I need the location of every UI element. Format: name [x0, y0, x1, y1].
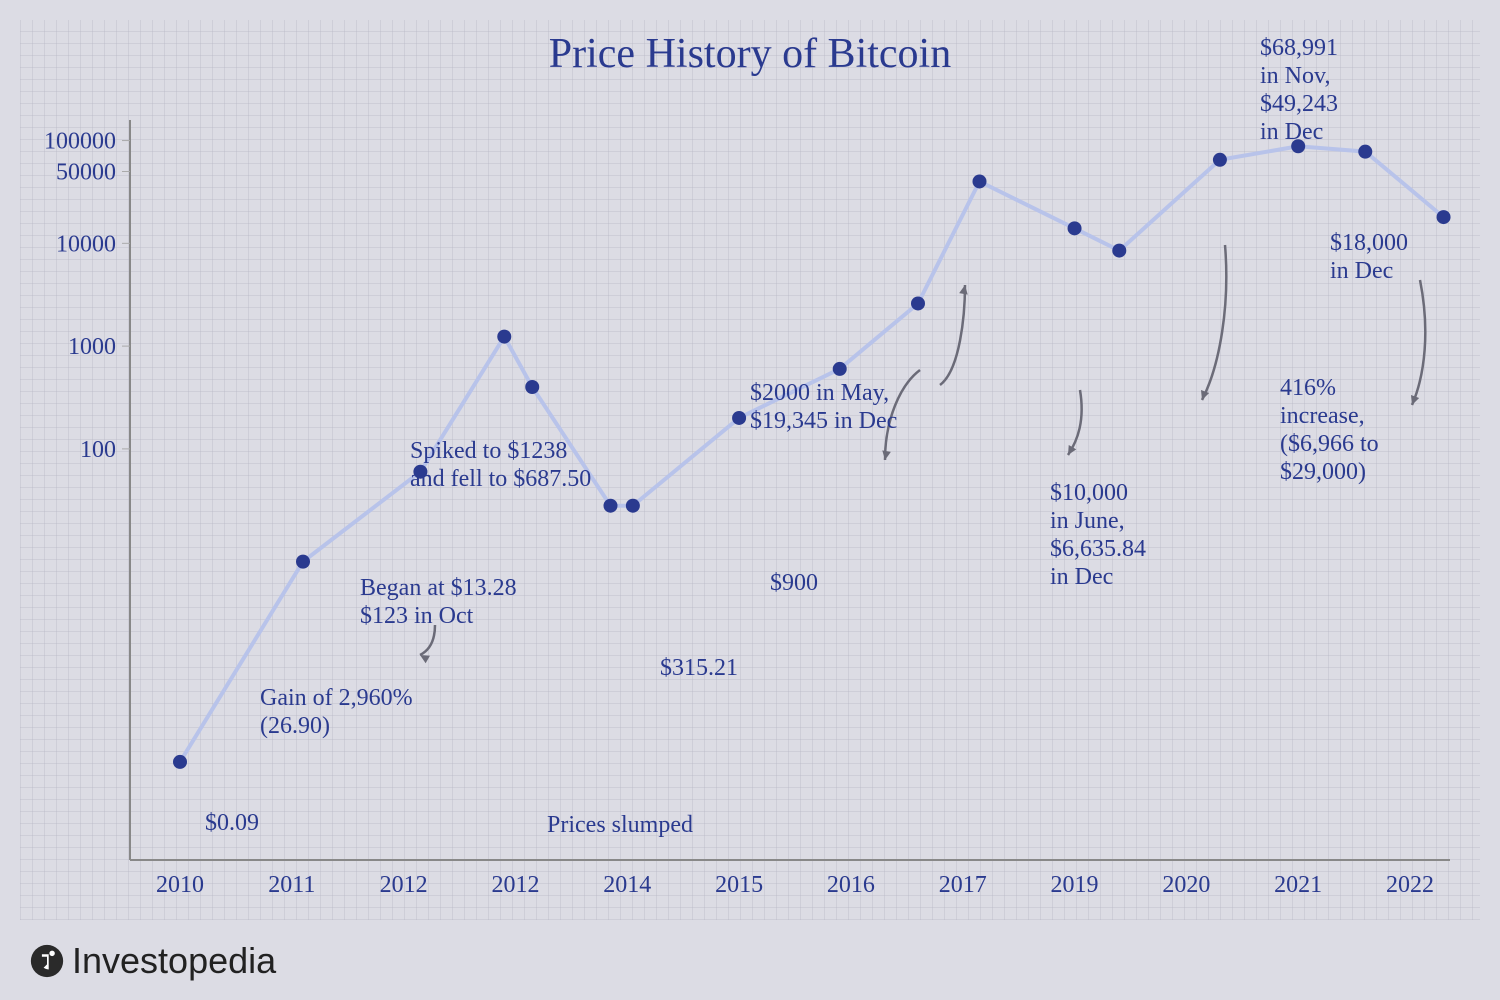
annotation: $315.21 — [660, 655, 738, 681]
annotation-text: $29,000) — [1280, 459, 1366, 485]
data-point — [296, 555, 310, 569]
annotation-arrow — [1412, 280, 1425, 405]
xtick-label: 2012 — [380, 872, 428, 898]
annotation-text: $900 — [770, 570, 818, 596]
brand-name: Investopedia — [72, 940, 276, 982]
xtick-label: 2020 — [1162, 872, 1210, 898]
data-point — [1358, 145, 1372, 159]
annotation-text: $68,991 — [1260, 35, 1338, 61]
investopedia-icon — [30, 944, 64, 978]
annotation-text: $19,345 in Dec — [750, 408, 897, 434]
data-point — [604, 499, 618, 513]
annotation-text: (26.90) — [260, 713, 330, 739]
xtick-label: 2021 — [1274, 872, 1322, 898]
xtick-label: 2014 — [603, 872, 651, 898]
annotation: $2000 in May,$19,345 in Dec — [750, 380, 897, 434]
annotation: Began at $13.28$123 in Oct — [360, 575, 517, 629]
annotation-text: $0.09 — [205, 810, 259, 836]
data-point — [973, 174, 987, 188]
ytick-label: 50000 — [56, 159, 116, 185]
annotation-arrow — [420, 625, 435, 655]
data-point — [1437, 210, 1451, 224]
annotation-text: Spiked to $1238 — [410, 438, 567, 464]
annotation-text: in Dec — [1260, 119, 1323, 145]
data-point — [911, 296, 925, 310]
arrow-head — [420, 655, 430, 663]
data-point — [1112, 244, 1126, 258]
data-point — [833, 362, 847, 376]
data-point — [497, 330, 511, 344]
annotation-arrow — [1068, 390, 1082, 455]
annotation-text: $10,000 — [1050, 480, 1128, 506]
annotation-text: ($6,966 to — [1280, 431, 1379, 457]
xtick-label: 2015 — [715, 872, 763, 898]
annotation: $900 — [770, 570, 818, 596]
arrow-head — [959, 285, 968, 295]
annotation-text: in Nov, — [1260, 63, 1330, 89]
ytick-label: 10000 — [56, 231, 116, 257]
price-line-chart: 10010001000050000100000 2010201120122012… — [130, 120, 1450, 860]
data-point — [732, 411, 746, 425]
annotation-text: Gain of 2,960% — [260, 685, 413, 711]
annotation: Spiked to $1238and fell to $687.50 — [410, 438, 591, 492]
annotation-arrow — [940, 285, 965, 385]
price-line — [180, 146, 1444, 762]
ytick-label: 100000 — [44, 129, 116, 155]
annotation-text: $2000 in May, — [750, 380, 889, 406]
arrow-head — [1411, 395, 1419, 405]
annotation-text: increase, — [1280, 403, 1365, 429]
data-point — [525, 380, 539, 394]
annotation-text: in June, — [1050, 508, 1125, 534]
chart-container: Price History of Bitcoin 100100010000500… — [0, 0, 1500, 1000]
annotation: Prices slumped — [547, 812, 693, 838]
annotation-text: 416% — [1280, 375, 1336, 401]
ytick-label: 1000 — [68, 334, 116, 360]
brand-logo: Investopedia — [30, 940, 276, 982]
xtick-label: 2022 — [1386, 872, 1434, 898]
annotation-text: $49,243 — [1260, 91, 1338, 117]
annotation-text: Began at $13.28 — [360, 575, 517, 601]
annotation: $10,000in June,$6,635.84in Dec — [1050, 480, 1146, 590]
xtick-label: 2019 — [1051, 872, 1099, 898]
arrow-head — [1201, 390, 1209, 400]
xtick-label: 2010 — [156, 872, 204, 898]
ytick-label: 100 — [80, 437, 116, 463]
arrow-head — [882, 450, 891, 460]
annotation-text: in Dec — [1050, 564, 1113, 590]
xtick-label: 2017 — [939, 872, 987, 898]
xtick-label: 2016 — [827, 872, 875, 898]
annotation-text: $123 in Oct — [360, 603, 474, 629]
annotation: Gain of 2,960%(26.90) — [260, 685, 413, 739]
annotation: $0.09 — [205, 810, 259, 836]
annotation: $18,000in Dec — [1330, 230, 1408, 284]
annotation-text: $315.21 — [660, 655, 738, 681]
annotation-text: $6,635.84 — [1050, 536, 1146, 562]
annotation-text: in Dec — [1330, 258, 1393, 284]
data-point — [1213, 153, 1227, 167]
annotation-text: and fell to $687.50 — [410, 466, 591, 492]
data-point — [1068, 221, 1082, 235]
annotation-text: Prices slumped — [547, 812, 693, 838]
annotation-arrow — [1202, 245, 1226, 400]
xtick-label: 2011 — [268, 872, 315, 898]
data-point — [173, 755, 187, 769]
data-point — [626, 499, 640, 513]
annotation: 416%increase,($6,966 to$29,000) — [1280, 375, 1379, 485]
xtick-label: 2012 — [491, 872, 539, 898]
annotation-text: $18,000 — [1330, 230, 1408, 256]
